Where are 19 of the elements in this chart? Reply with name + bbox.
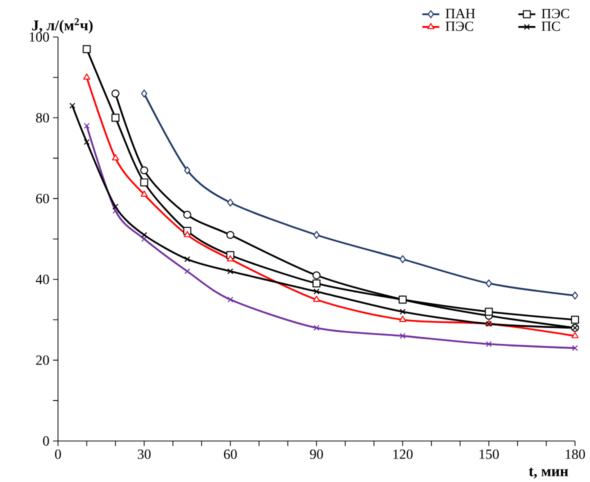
x-tick-label: 90 xyxy=(310,450,323,459)
x-tick-label: 0 xyxy=(55,450,61,459)
legend-label: ПС xyxy=(542,22,560,31)
legend-label: ПЭС xyxy=(446,22,474,31)
x-tick-label: 60 xyxy=(224,450,237,459)
x-tick-label: 180 xyxy=(566,450,585,459)
y-tick-label: 20 xyxy=(36,355,49,365)
y-tick-label: 60 xyxy=(36,194,49,204)
y-tick-label: 40 xyxy=(36,274,49,284)
y-tick-label: 0 xyxy=(43,436,49,446)
legend-label: ПАН xyxy=(446,8,476,18)
x-tick-label: 120 xyxy=(393,450,413,459)
x-tick-label: 150 xyxy=(480,450,499,459)
x-tick-label: 30 xyxy=(138,450,151,459)
legend-label: ПЭС xyxy=(542,8,570,18)
x-axis-title: t, мин xyxy=(528,468,568,478)
y-axis-title: J, л/(м$^{2}$ч) xyxy=(32,18,93,34)
y-tick-label: 80 xyxy=(36,113,49,122)
y-tick-label: 100 xyxy=(30,32,49,42)
